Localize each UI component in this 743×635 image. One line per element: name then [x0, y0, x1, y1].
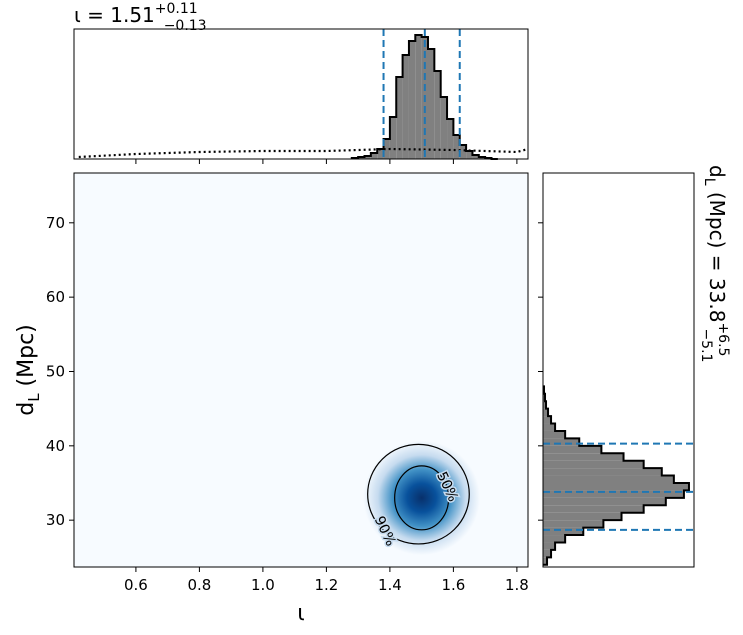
hist-bar	[543, 423, 556, 431]
title-sup: +6.5	[715, 322, 731, 356]
hist-bar	[408, 41, 416, 159]
hist-bar	[543, 453, 624, 461]
hist-bar	[543, 393, 546, 402]
hist-bar	[543, 416, 552, 424]
x-axis-label: ι	[297, 601, 304, 626]
top-title: ι = 1.51+0.11 −0.13	[74, 1, 207, 34]
y-tick-label: 70	[46, 214, 65, 232]
hist-bar	[543, 542, 556, 550]
y-tick-label: 60	[46, 288, 65, 306]
hist-bar	[543, 535, 566, 543]
hist-bar	[543, 460, 644, 469]
hist-outline	[543, 385, 690, 566]
hist-bar	[543, 497, 666, 506]
x-tick-label: 1.8	[505, 576, 529, 594]
hist-bar	[396, 77, 403, 159]
hist-bar	[543, 475, 674, 483]
contour	[394, 465, 450, 531]
hist-outline	[350, 34, 498, 160]
title-main: d	[705, 165, 729, 178]
title-sup: +0.11	[155, 1, 198, 17]
title-sub: L	[701, 178, 717, 186]
x-tick-label: 0.6	[124, 576, 148, 594]
hist-bar	[459, 145, 467, 159]
x-tick-label: 1.0	[251, 576, 275, 594]
panel-frame	[73, 172, 529, 568]
hist-bar	[453, 135, 460, 159]
density-blob	[363, 440, 481, 556]
hist-bar	[466, 151, 473, 159]
y-tick-label: 50	[46, 362, 65, 380]
right-title: dL (Mpc) = 33.8+6.5−5.1	[698, 165, 731, 362]
title-sub: −5.1	[698, 328, 714, 362]
hist-bar	[543, 430, 566, 439]
ylabel-main: d	[14, 402, 39, 416]
hist-bar	[389, 117, 397, 159]
hist-bar	[543, 505, 644, 513]
hist-bar	[543, 438, 580, 446]
hist-bar	[543, 527, 584, 536]
contour	[367, 443, 470, 545]
hist-bar	[543, 445, 602, 454]
hist-bar	[440, 97, 448, 159]
x-tick-label: 1.4	[378, 576, 402, 594]
y-tick-label: 40	[46, 437, 65, 455]
panel-frame	[73, 28, 529, 160]
hist-bar	[364, 156, 371, 159]
hist-bar	[427, 49, 435, 159]
ylabel-sub: L	[25, 393, 43, 402]
hist-bar	[543, 520, 604, 528]
x-tick-label: 1.2	[314, 576, 338, 594]
hist-bar	[434, 71, 441, 159]
y-tick-label: 30	[46, 511, 65, 529]
hist-bar	[543, 408, 549, 417]
y-axis-label: dL (Mpc)	[14, 324, 43, 416]
hist-bar	[543, 512, 622, 521]
title-rest: (Mpc) = 33.8	[705, 186, 729, 323]
x-tick-label: 0.8	[187, 576, 211, 594]
hist-bar	[543, 490, 684, 498]
hist-bar	[543, 482, 689, 491]
title-sub: −0.13	[164, 18, 207, 34]
hist-bar	[370, 153, 378, 159]
hist-bar	[383, 139, 390, 159]
hist-bar	[472, 155, 479, 159]
hist-bar	[543, 401, 547, 409]
hist-bar	[447, 119, 454, 159]
ylabel-rest: (Mpc)	[14, 324, 39, 393]
hist-bar	[543, 468, 662, 476]
x-tick-label: 1.6	[441, 576, 465, 594]
title-main: ι = 1.51	[74, 3, 155, 27]
hist-bar	[543, 557, 548, 565]
hist-bar	[415, 35, 422, 159]
hist-bar	[543, 549, 552, 558]
hist-bar	[377, 149, 384, 159]
panel-frame	[542, 172, 695, 568]
hist-bar	[402, 55, 409, 159]
